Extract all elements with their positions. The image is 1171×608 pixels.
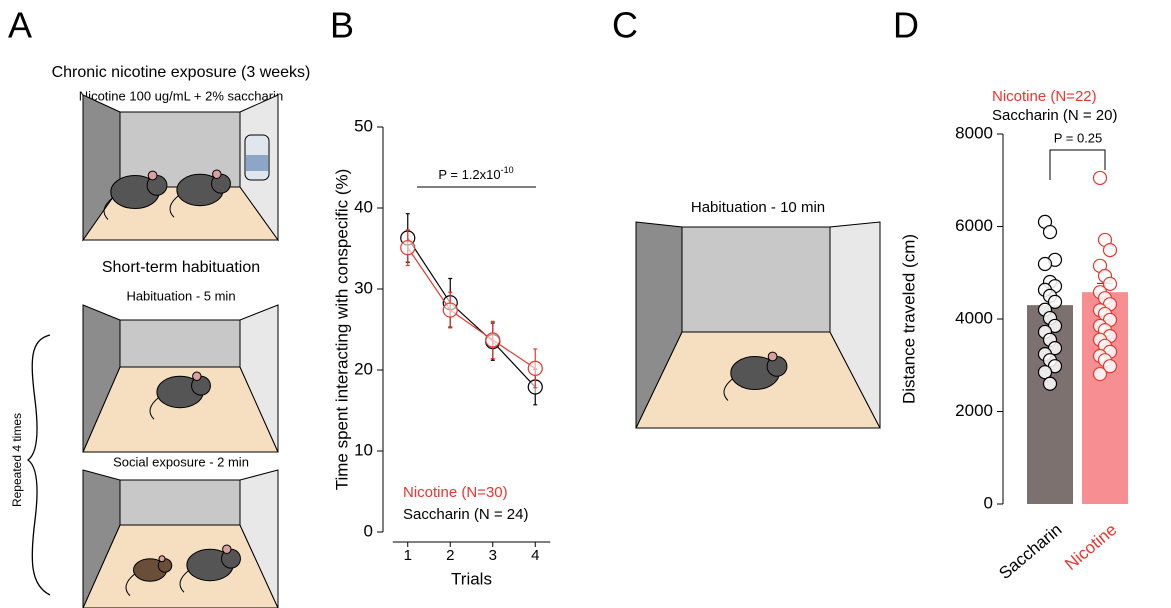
y-tick-label: 4000	[955, 308, 993, 327]
y-tick-label: 8000	[955, 123, 993, 142]
x-tick-label: Saccharin	[995, 520, 1065, 583]
panel-label: D	[893, 5, 919, 46]
x-tick-label: 3	[489, 547, 497, 564]
y-tick-label: 0	[984, 493, 993, 512]
point	[1092, 366, 1108, 382]
y-tick-label: 30	[354, 278, 373, 297]
repeat-label: Repeated 4 times	[10, 413, 24, 507]
panel-label: B	[330, 5, 354, 46]
brace	[26, 334, 51, 596]
y-tick-label: 50	[354, 116, 373, 135]
step-label: Habituation - 5 min	[126, 288, 235, 303]
x-tick-label: 4	[531, 547, 539, 564]
x-axis-label: Trials	[451, 569, 492, 588]
y-tick-label: 10	[354, 440, 373, 459]
mouse-ear	[767, 351, 778, 362]
mouse-ear	[212, 169, 222, 179]
point	[1037, 256, 1053, 272]
legend-entry: Saccharin (N = 24)	[403, 506, 528, 523]
mouse-tail	[179, 569, 190, 593]
mouse-ear	[158, 555, 166, 563]
panel-label: A	[8, 5, 32, 46]
x-tick-label: Nicotine	[1061, 520, 1120, 574]
back-wall	[681, 226, 831, 333]
mouse-tail	[169, 194, 180, 218]
point	[1102, 276, 1118, 291]
back-wall	[119, 319, 241, 368]
point	[442, 302, 458, 318]
panel-label: C	[612, 5, 638, 46]
point	[1042, 376, 1058, 391]
point	[400, 240, 416, 256]
y-tick-label: 20	[354, 359, 373, 378]
point	[1102, 242, 1118, 258]
p-superscript: -10	[501, 165, 514, 175]
mouse-ear	[147, 170, 158, 181]
p-annotation: P = 0.25	[1054, 130, 1103, 145]
p-text: P = 1.2x10	[438, 167, 500, 182]
point	[485, 332, 501, 348]
diagram-title: Habituation - 10 min	[691, 199, 825, 216]
y-tick-label: 2000	[955, 401, 993, 420]
legend-entry: Nicotine (N=30)	[403, 484, 508, 501]
point	[1092, 170, 1108, 186]
y-axis-label: Distance traveled (cm)	[899, 234, 918, 404]
series-line	[407, 247, 536, 369]
p-annotation: P = 1.2x10-10	[438, 165, 513, 182]
mouse-ear	[192, 371, 202, 381]
point	[1047, 294, 1063, 309]
y-tick-label: 40	[354, 197, 373, 216]
y-tick-label: 0	[364, 521, 373, 540]
y-tick-label: 6000	[955, 216, 993, 235]
point	[1042, 224, 1058, 240]
point	[1037, 365, 1053, 380]
mouse-tail	[103, 197, 114, 220]
series-line	[407, 237, 536, 388]
section-title: Short-term habituation	[102, 259, 260, 276]
back-wall	[119, 479, 241, 526]
mouse-tail	[125, 573, 136, 597]
p-bracket	[1049, 149, 1106, 180]
point	[1102, 359, 1118, 374]
point	[527, 360, 543, 376]
mouse-tail	[149, 396, 160, 420]
water	[246, 155, 268, 171]
x-tick-label: 1	[404, 547, 412, 564]
mouse-tail	[723, 378, 734, 401]
legend-entry: Nicotine (N=22)	[992, 88, 1097, 105]
step-label: Social exposure - 2 min	[113, 454, 249, 469]
diagram-subtitle: Nicotine 100 ug/mL + 2% saccharin	[79, 88, 283, 103]
mouse-ear	[222, 544, 232, 554]
y-axis-label: Time spent interacting with conspecific …	[332, 169, 351, 491]
diagram-title: Chronic nicotine exposure (3 weeks)	[52, 64, 311, 81]
legend-entry: Saccharin (N = 20)	[992, 107, 1117, 124]
x-tick-label: 2	[446, 547, 454, 564]
